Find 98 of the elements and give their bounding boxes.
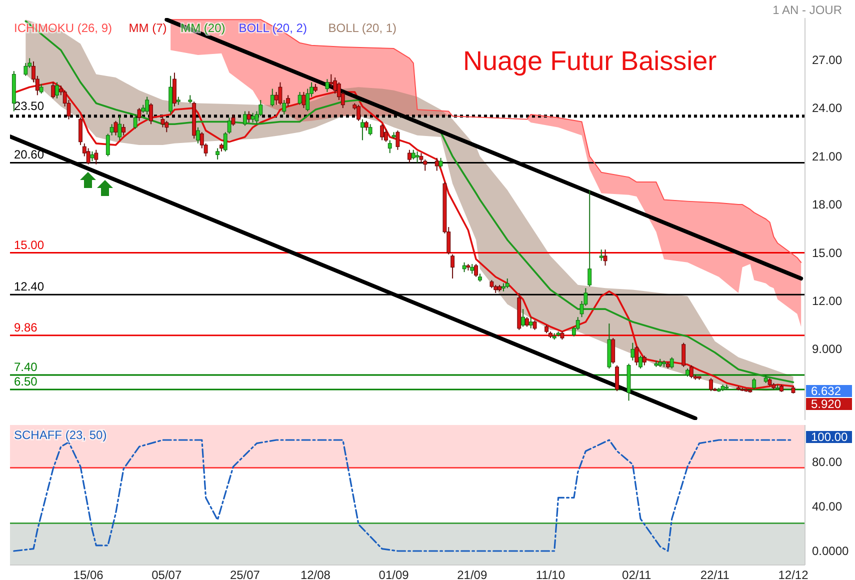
candlestick (505, 278, 510, 289)
candlestick (380, 124, 384, 141)
y-tick-label: 18.00 (812, 198, 842, 212)
annotation: BOLL (20, 1) (328, 21, 397, 35)
candlestick (114, 120, 118, 136)
x-tick-label: 12/12 (778, 568, 809, 580)
x-tick-label: 11/10 (536, 568, 566, 580)
ref-line-label: 23.50 (14, 99, 44, 114)
candlestick (149, 102, 153, 125)
candlestick (689, 364, 694, 379)
ref-line-label: 20.60 (14, 148, 44, 162)
candlestick (603, 249, 608, 266)
candlestick (415, 150, 420, 164)
candlestick (434, 157, 439, 172)
candlestick (145, 96, 150, 115)
candlestick (528, 316, 533, 329)
text: MM (20) (180, 21, 226, 35)
candlestick (450, 254, 454, 279)
text: 6.632 (811, 384, 842, 398)
candlestick (133, 114, 138, 130)
candlestick (94, 149, 98, 165)
text: MM (7) (128, 21, 167, 35)
y-tick-label: 80.00 (812, 455, 842, 470)
candlestick (438, 157, 443, 168)
candlestick (364, 120, 368, 132)
ref-line-label: 6.50 (14, 374, 38, 388)
candlestick (243, 110, 247, 126)
candlestick (682, 342, 686, 368)
candlestick (524, 316, 529, 328)
series-label: SCHAFF (23, 50) (14, 428, 107, 442)
x-tick-label: 21/09 (457, 568, 488, 580)
candlestick (164, 120, 169, 133)
annotation: Nuage Futur Baissier (463, 46, 717, 76)
candlestick (670, 356, 674, 370)
candlestick (55, 82, 59, 99)
candlestick (118, 116, 122, 141)
x-tick-label: 25/07 (230, 568, 260, 580)
candlestick (642, 355, 646, 366)
candlestick (532, 320, 537, 330)
ref-line-label: 15.00 (14, 238, 44, 252)
candlestick (470, 264, 474, 274)
candlestick (278, 82, 282, 106)
x-tick-label: 02/11 (622, 568, 652, 580)
candlestick (160, 117, 165, 128)
text: 5.920 (811, 397, 842, 411)
ref-line-label: 9.86 (14, 320, 38, 334)
candlestick (474, 264, 478, 278)
candlestick (196, 126, 200, 144)
candlestick (78, 117, 82, 146)
candlestick (634, 346, 639, 366)
candlestick (86, 148, 90, 165)
candlestick (274, 91, 278, 106)
x-tick-label: 05/07 (152, 568, 182, 580)
y-tick-label: 12.00 (812, 294, 842, 308)
candlestick (630, 342, 635, 362)
ref-line-label: 7.40 (14, 360, 38, 374)
candlestick (588, 190, 592, 288)
y-tick-label: 27.00 (812, 52, 842, 67)
x-tick-label: 01/09 (378, 568, 410, 580)
y-tick-label: 0.0000 (812, 544, 850, 558)
candlestick (282, 100, 286, 115)
candlestick (356, 104, 361, 122)
candlestick (368, 124, 372, 136)
candlestick (752, 378, 756, 390)
text: 100.00 (811, 430, 848, 444)
candlestick (216, 148, 220, 160)
candlestick (325, 78, 330, 92)
y-tick-label: 15.00 (812, 246, 842, 260)
candlestick (709, 378, 713, 392)
candlestick (388, 140, 392, 154)
candlestick (302, 91, 306, 109)
y-tick-label: 40.00 (812, 500, 842, 514)
candlestick (122, 124, 126, 136)
y-tick-label: 21.00 (812, 149, 842, 164)
x-tick-label: 22/11 (700, 568, 730, 580)
candlestick (638, 355, 642, 370)
ref-line-label: 12.40 (14, 280, 44, 294)
candlestick (137, 108, 142, 122)
x-tick-label: 15/06 (73, 568, 104, 580)
candlestick (396, 130, 400, 150)
candlestick (615, 364, 619, 392)
candlestick (246, 110, 251, 124)
y-tick-label: 24.00 (812, 101, 842, 116)
candlestick (407, 149, 412, 164)
candlestick (599, 249, 604, 262)
candlestick (611, 337, 616, 364)
candlestick (384, 128, 388, 142)
candlestick (39, 83, 44, 94)
candlestick (286, 94, 290, 107)
x-tick-label: 12/08 (300, 568, 331, 580)
candlestick (329, 74, 334, 88)
candlestick (521, 308, 525, 328)
candlestick (231, 114, 236, 126)
candlestick (360, 118, 364, 141)
y-tick-label: 9.000 (812, 342, 842, 356)
candlestick (411, 149, 416, 160)
text: 1 AN - JOUR (772, 3, 842, 17)
candlestick (270, 88, 274, 107)
